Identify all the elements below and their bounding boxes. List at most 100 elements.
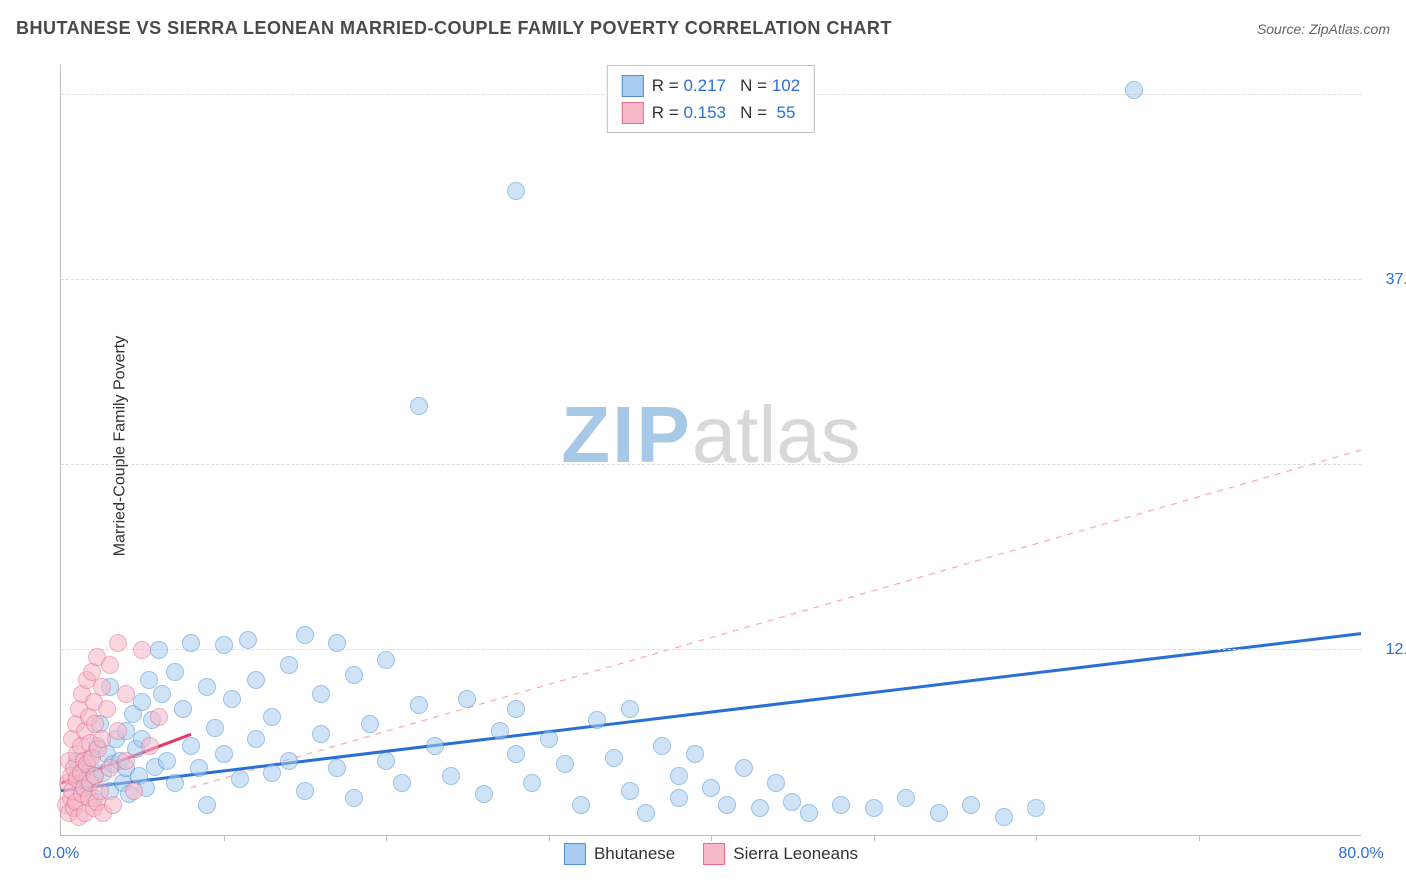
scatter-plot: ZIPatlas R = 0.217 N = 102R = 0.153 N = … [60,65,1361,836]
data-point [930,804,948,822]
data-point [865,799,883,817]
data-point [637,804,655,822]
y-tick-label: 12.5% [1371,641,1406,659]
data-point [198,678,216,696]
data-point [702,779,720,797]
data-point [605,749,623,767]
data-point [91,782,109,800]
data-point [345,666,363,684]
legend-swatch [564,843,586,865]
data-point [800,804,818,822]
legend-label: Sierra Leoneans [733,844,858,864]
legend-correlation: R = 0.217 N = 102R = 0.153 N = 55 [607,65,815,133]
data-point [215,745,233,763]
data-point [312,685,330,703]
legend-item: Sierra Leoneans [703,843,858,865]
x-tick-minor [386,835,387,841]
y-tick-label: 37.5% [1371,271,1406,289]
x-tick-minor [874,835,875,841]
data-point [109,722,127,740]
data-point [458,690,476,708]
data-point [280,656,298,674]
data-point [491,722,509,740]
data-point [783,793,801,811]
x-tick-label: 0.0% [43,845,79,863]
x-tick-minor [224,835,225,841]
data-point [751,799,769,817]
legend-swatch [622,102,644,124]
data-point [117,685,135,703]
data-point [767,774,785,792]
data-point [223,690,241,708]
legend-item: Bhutanese [564,843,675,865]
data-point [239,631,257,649]
legend-swatch [622,75,644,97]
data-point [296,626,314,644]
legend-text: R = 0.153 N = 55 [652,99,796,126]
data-point [588,711,606,729]
data-point [263,764,281,782]
gridline [61,464,1361,465]
data-point [507,745,525,763]
data-point [133,693,151,711]
data-point [995,808,1013,826]
data-point [133,641,151,659]
data-point [93,678,111,696]
data-point [231,770,249,788]
data-point [507,182,525,200]
data-point [377,752,395,770]
data-point [198,796,216,814]
data-point [158,752,176,770]
data-point [1125,81,1143,99]
data-point [247,730,265,748]
data-point [962,796,980,814]
data-point [166,663,184,681]
watermark-atlas: atlas [692,390,861,479]
legend-text: R = 0.217 N = 102 [652,72,800,99]
trend-lines [61,65,1361,835]
legend-label: Bhutanese [594,844,675,864]
data-point [141,737,159,755]
gridline [61,649,1361,650]
data-point [426,737,444,755]
data-point [670,789,688,807]
data-point [206,719,224,737]
x-tick-minor [549,835,550,841]
chart-source: Source: ZipAtlas.com [1257,21,1390,37]
data-point [832,796,850,814]
data-point [410,397,428,415]
data-point [296,782,314,800]
data-point [215,636,233,654]
data-point [109,634,127,652]
data-point [442,767,460,785]
trend-line [61,634,1361,791]
data-point [540,730,558,748]
data-point [328,634,346,652]
gridline [61,279,1361,280]
data-point [1027,799,1045,817]
x-tick-minor [1036,835,1037,841]
data-point [393,774,411,792]
x-tick-minor [711,835,712,841]
data-point [150,708,168,726]
data-point [153,685,171,703]
watermark-zip: ZIP [561,390,691,479]
chart-header: BHUTANESE VS SIERRA LEONEAN MARRIED-COUP… [16,18,1390,39]
data-point [140,671,158,689]
data-point [101,759,119,777]
data-point [410,696,428,714]
x-tick-label: 80.0% [1338,845,1383,863]
data-point [735,759,753,777]
legend-row: R = 0.153 N = 55 [622,99,800,126]
data-point [125,782,143,800]
legend-series: Bhutanese Sierra Leoneans [564,843,858,865]
data-point [361,715,379,733]
data-point [182,737,200,755]
chart-title: BHUTANESE VS SIERRA LEONEAN MARRIED-COUP… [16,18,892,39]
data-point [182,634,200,652]
x-tick-minor [1199,835,1200,841]
watermark: ZIPatlas [561,389,860,481]
data-point [653,737,671,755]
data-point [621,700,639,718]
data-point [897,789,915,807]
